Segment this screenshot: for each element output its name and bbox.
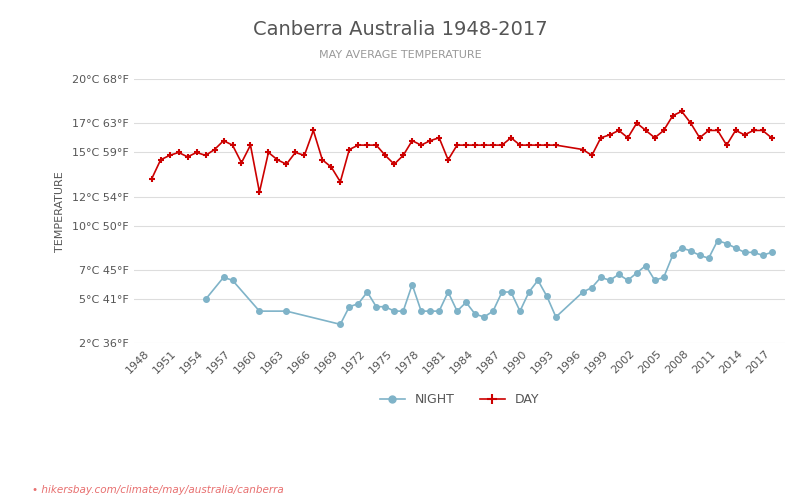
- Text: • hikersbay.com/climate/may/australia/canberra: • hikersbay.com/climate/may/australia/ca…: [32, 485, 284, 495]
- Text: Canberra Australia 1948-2017: Canberra Australia 1948-2017: [253, 20, 547, 39]
- Y-axis label: TEMPERATURE: TEMPERATURE: [55, 171, 65, 252]
- Text: MAY AVERAGE TEMPERATURE: MAY AVERAGE TEMPERATURE: [318, 50, 482, 60]
- Legend: NIGHT, DAY: NIGHT, DAY: [374, 388, 544, 411]
